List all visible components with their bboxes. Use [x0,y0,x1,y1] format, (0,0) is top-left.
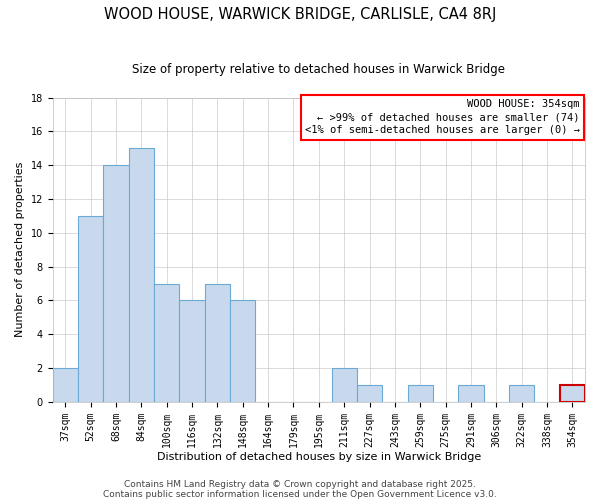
Bar [560,385,585,402]
Bar [129,148,154,402]
Text: Contains HM Land Registry data © Crown copyright and database right 2025.
Contai: Contains HM Land Registry data © Crown c… [103,480,497,499]
Bar [332,368,357,402]
Text: WOOD HOUSE: 354sqm
← >99% of detached houses are smaller (74)
<1% of semi-detach: WOOD HOUSE: 354sqm ← >99% of detached ho… [305,99,580,136]
Y-axis label: Number of detached properties: Number of detached properties [15,162,25,338]
Bar [205,284,230,402]
Bar [458,385,484,402]
Bar [407,385,433,402]
Bar [154,284,179,402]
Text: WOOD HOUSE, WARWICK BRIDGE, CARLISLE, CA4 8RJ: WOOD HOUSE, WARWICK BRIDGE, CARLISLE, CA… [104,8,496,22]
Title: Size of property relative to detached houses in Warwick Bridge: Size of property relative to detached ho… [133,62,505,76]
Bar [509,385,535,402]
Bar [230,300,256,402]
Bar [357,385,382,402]
Bar [78,216,103,402]
Bar [103,165,129,402]
Bar [179,300,205,402]
X-axis label: Distribution of detached houses by size in Warwick Bridge: Distribution of detached houses by size … [157,452,481,462]
Bar [53,368,78,402]
